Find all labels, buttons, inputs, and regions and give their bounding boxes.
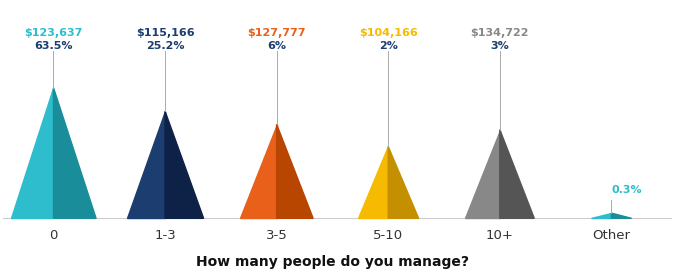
Text: 1-3: 1-3 <box>154 229 176 242</box>
Text: $115,166: $115,166 <box>136 28 194 38</box>
Text: 10+: 10+ <box>486 229 514 242</box>
Polygon shape <box>240 124 277 218</box>
Polygon shape <box>358 147 388 218</box>
Polygon shape <box>612 213 632 218</box>
Polygon shape <box>165 111 204 218</box>
Text: 0.3%: 0.3% <box>612 185 642 195</box>
Polygon shape <box>591 213 612 218</box>
Text: How many people do you manage?: How many people do you manage? <box>196 255 469 269</box>
Text: 63.5%: 63.5% <box>34 41 73 51</box>
Polygon shape <box>465 129 500 218</box>
Polygon shape <box>277 124 313 218</box>
Text: 2%: 2% <box>379 41 398 51</box>
Polygon shape <box>500 129 535 218</box>
Text: 3-5: 3-5 <box>266 229 288 242</box>
Text: 5-10: 5-10 <box>373 229 403 242</box>
Polygon shape <box>11 88 53 218</box>
Text: 25.2%: 25.2% <box>146 41 184 51</box>
Polygon shape <box>388 147 418 218</box>
Text: $134,722: $134,722 <box>470 28 529 38</box>
Text: 3%: 3% <box>491 41 509 51</box>
Text: 0: 0 <box>49 229 57 242</box>
Text: $123,637: $123,637 <box>24 28 82 38</box>
Text: 6%: 6% <box>267 41 286 51</box>
Polygon shape <box>53 88 96 218</box>
Text: $127,777: $127,777 <box>248 28 306 38</box>
Text: $104,166: $104,166 <box>359 28 418 38</box>
Polygon shape <box>126 111 165 218</box>
Text: Other: Other <box>593 229 630 242</box>
